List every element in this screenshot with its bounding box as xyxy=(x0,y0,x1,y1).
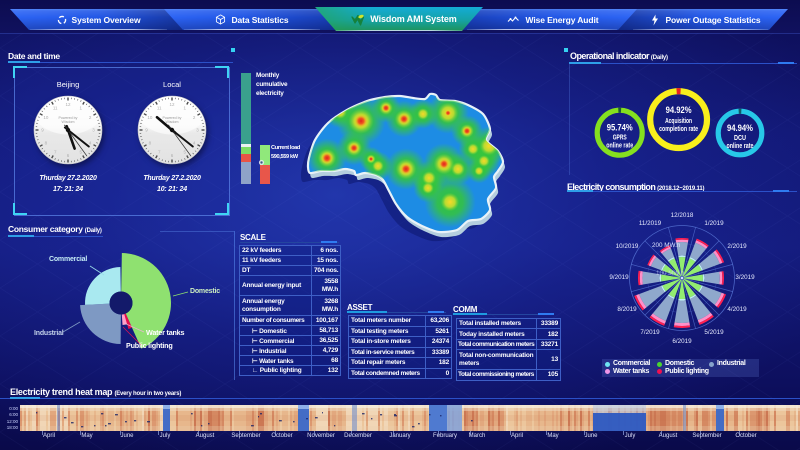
svg-text:9: 9 xyxy=(145,128,148,133)
svg-text:94.94%: 94.94% xyxy=(727,123,753,133)
svg-text:3: 3 xyxy=(92,128,95,133)
svg-text:9: 9 xyxy=(41,128,44,133)
svg-text:5: 5 xyxy=(184,150,187,155)
svg-text:10: 10 xyxy=(43,115,49,120)
svg-text:11: 11 xyxy=(157,106,162,111)
svg-text:online rate: online rate xyxy=(727,143,754,150)
svg-text:Wisdom: Wisdom xyxy=(62,120,75,124)
svg-text:2: 2 xyxy=(193,115,196,120)
svg-text:4: 4 xyxy=(193,140,196,145)
svg-text:4: 4 xyxy=(89,140,92,145)
svg-text:8: 8 xyxy=(149,140,152,145)
svg-text:Powered by: Powered by xyxy=(59,116,78,120)
svg-text:6: 6 xyxy=(67,153,70,158)
svg-text:3: 3 xyxy=(196,128,199,133)
svg-text:7: 7 xyxy=(158,150,161,155)
svg-text:completion rate: completion rate xyxy=(659,126,698,133)
svg-text:7: 7 xyxy=(54,150,57,155)
svg-text:1: 1 xyxy=(80,106,83,111)
svg-text:95.74%: 95.74% xyxy=(607,123,633,133)
svg-text:5: 5 xyxy=(80,150,83,155)
svg-text:Powered by: Powered by xyxy=(163,116,182,120)
svg-text:8: 8 xyxy=(45,140,48,145)
svg-text:12: 12 xyxy=(65,102,71,107)
svg-text:DCU: DCU xyxy=(734,135,746,142)
svg-text:online rate: online rate xyxy=(606,143,633,150)
svg-text:Wisdom: Wisdom xyxy=(166,120,179,124)
svg-text:11: 11 xyxy=(53,106,58,111)
svg-text:2: 2 xyxy=(89,115,92,120)
svg-text:1: 1 xyxy=(184,106,187,111)
svg-text:GPRS: GPRS xyxy=(613,135,627,142)
svg-text:Acquisition: Acquisition xyxy=(665,118,692,125)
svg-text:10: 10 xyxy=(147,115,153,120)
svg-text:12: 12 xyxy=(169,102,175,107)
svg-text:94.92%: 94.92% xyxy=(666,105,692,115)
svg-text:6: 6 xyxy=(171,153,174,158)
